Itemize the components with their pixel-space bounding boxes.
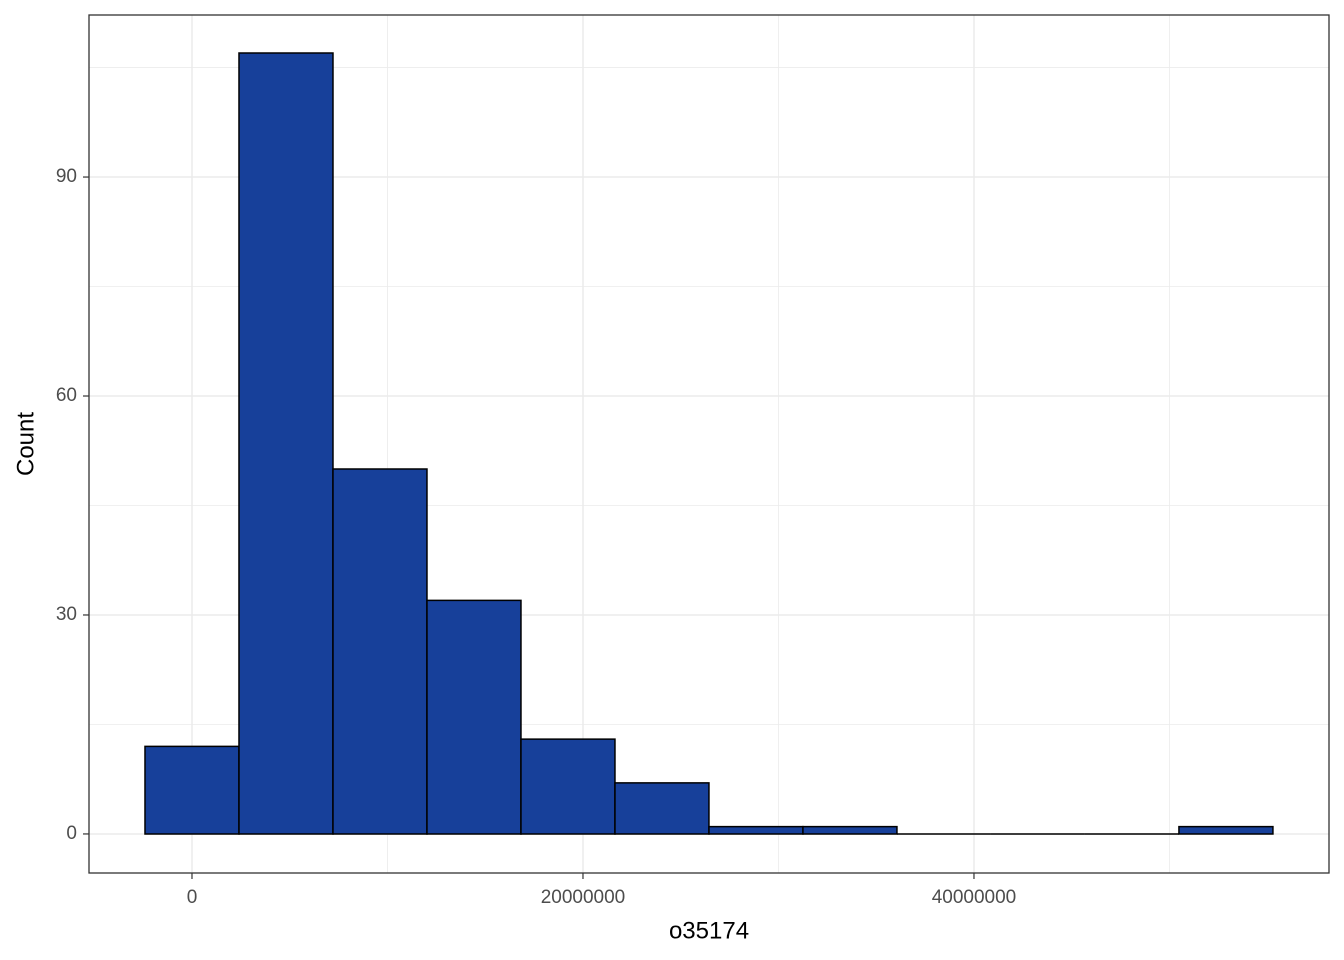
bar bbox=[144, 745, 240, 835]
x-axis-title: o35174 bbox=[669, 917, 749, 944]
bar bbox=[802, 825, 898, 835]
bar bbox=[332, 468, 428, 835]
y-tick-label: 0 bbox=[66, 823, 77, 844]
x-tick-label: 20000000 bbox=[541, 887, 626, 908]
x-tick-label: 0 bbox=[187, 887, 198, 908]
bar bbox=[426, 599, 522, 835]
bar bbox=[520, 738, 616, 835]
y-tick-label: 90 bbox=[56, 166, 77, 187]
panel-border bbox=[88, 14, 1330, 874]
bar bbox=[708, 825, 804, 835]
y-tick-label: 60 bbox=[56, 385, 77, 406]
y-axis-title: Count bbox=[12, 412, 39, 476]
x-tick-label: 40000000 bbox=[932, 887, 1017, 908]
bar bbox=[1178, 825, 1274, 835]
bar bbox=[238, 52, 334, 835]
y-tick-label: 30 bbox=[56, 604, 77, 625]
bar bbox=[614, 782, 710, 835]
